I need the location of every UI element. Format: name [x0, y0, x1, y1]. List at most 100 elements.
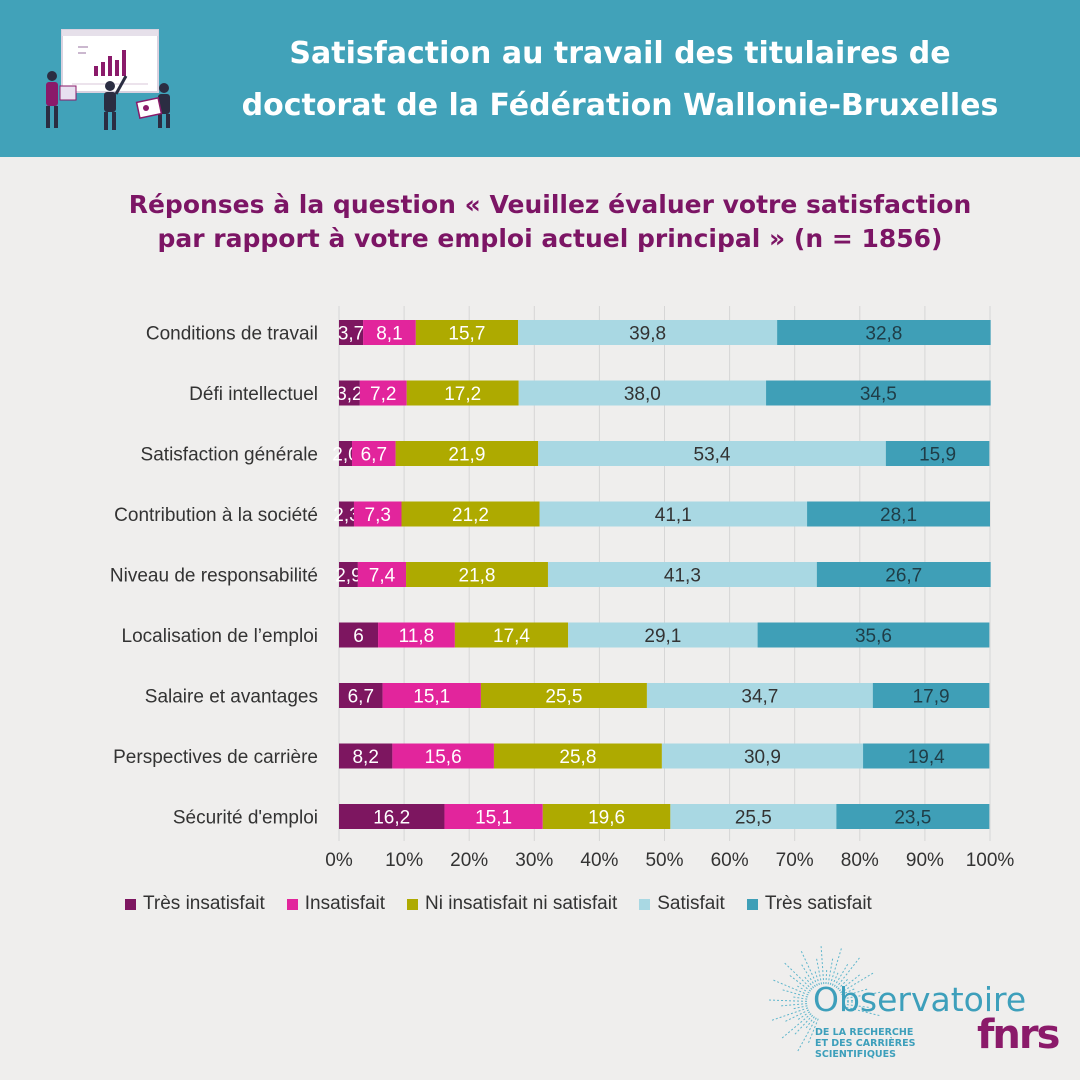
- bar-segment: [339, 743, 393, 769]
- bar-segment: [406, 380, 519, 406]
- data-label: 15,1: [413, 687, 450, 708]
- category-label: Conditions de travail: [146, 324, 318, 345]
- legend-item: Ni insatisfait ni satisfait: [407, 893, 617, 915]
- sunburst-ray: [831, 970, 840, 986]
- x-tick-label: 70%: [776, 850, 814, 871]
- data-label: 25,5: [735, 808, 772, 829]
- bar-segment: [757, 622, 990, 648]
- data-label: 19,4: [908, 747, 945, 768]
- category-label: Défi intellectuel: [189, 384, 318, 405]
- presentation-illustration-icon: [46, 29, 170, 130]
- bar-segment: [357, 562, 407, 587]
- x-tick-label: 50%: [645, 850, 683, 871]
- data-label: 17,2: [444, 384, 481, 405]
- logo-subtitle: DE LA RECHERCHE ET DES CARRIÈRES SCIENTI…: [815, 1027, 915, 1060]
- bar-segment: [339, 501, 354, 527]
- data-label: 2,3: [333, 505, 359, 526]
- page-title: Satisfaction au travail des titulaires d…: [200, 28, 1040, 132]
- sunburst-ray: [796, 1017, 817, 1053]
- bar-segment: [539, 501, 808, 527]
- sunburst-ray: [767, 999, 808, 1002]
- data-label: 6: [353, 626, 364, 647]
- data-label: 28,1: [880, 505, 917, 526]
- bar-segment: [661, 743, 864, 769]
- data-label: 38,0: [624, 384, 661, 405]
- bar-segment: [406, 562, 548, 587]
- bar-segment: [339, 804, 445, 829]
- sunburst-ray: [769, 1007, 809, 1022]
- bar-segment: [493, 743, 662, 769]
- chart-subtitle-line-1: Réponses à la question « Veuillez évalue…: [128, 190, 972, 219]
- legend-swatch: [407, 898, 419, 910]
- bar-segment: [885, 441, 990, 466]
- bar-segment: [363, 320, 416, 345]
- sunburst-ray: [815, 956, 823, 985]
- bar-segment: [807, 501, 990, 527]
- bar-segment: [401, 501, 540, 527]
- bar-segment: [339, 622, 379, 648]
- sunburst-ray: [793, 1014, 814, 1036]
- logo-wordmark: Observatoire: [813, 980, 1027, 1019]
- chart-subtitle: Réponses à la question « Veuillez évalue…: [70, 188, 1030, 256]
- data-label: 26,7: [885, 566, 922, 587]
- fnrs-logo: fnrs: [977, 1012, 1060, 1058]
- data-label: 21,2: [452, 505, 489, 526]
- data-label: 15,1: [475, 808, 512, 829]
- legend-swatch: [746, 898, 758, 910]
- data-label: 8,1: [376, 324, 402, 345]
- bar-segment: [480, 683, 647, 708]
- bar-segment: [670, 804, 837, 829]
- category-label: Contribution à la société: [114, 505, 318, 526]
- bar-segment: [382, 683, 481, 708]
- bar-segment: [415, 320, 519, 345]
- bar-segment: [816, 562, 991, 587]
- data-label: 19,6: [588, 808, 625, 829]
- logo-subtitle-line-3: SCIENTIFIQUES: [815, 1049, 896, 1060]
- sunburst-ray: [771, 978, 809, 996]
- data-label: 21,9: [448, 445, 485, 466]
- category-label: Perspectives de carrière: [113, 747, 318, 768]
- bar-segment: [339, 562, 358, 587]
- x-tick-label: 30%: [515, 850, 553, 871]
- sunburst-ray: [791, 1005, 808, 1010]
- sunburst-ray: [796, 1011, 811, 1021]
- x-tick-label: 80%: [841, 850, 879, 871]
- sunburst-ray: [804, 1016, 815, 1030]
- logo-subtitle-line-2: ET DES CARRIÈRES: [815, 1038, 916, 1049]
- data-label: 2,9: [335, 566, 361, 587]
- bar-segment: [359, 380, 407, 406]
- data-label: 25,5: [545, 687, 582, 708]
- legend-swatch: [125, 898, 136, 910]
- data-label: 53,4: [694, 445, 731, 466]
- sunburst-ray: [829, 946, 843, 985]
- data-label: 15,9: [919, 445, 956, 466]
- sunburst-ray: [803, 975, 815, 989]
- category-label: Localisation de l’emploi: [122, 626, 318, 647]
- legend-label: Ni insatisfait ni satisfait: [425, 893, 618, 914]
- sunburst-ray: [814, 969, 820, 986]
- bar-segment: [353, 501, 402, 527]
- data-label: 7,4: [369, 566, 396, 587]
- category-label: Salaire et avantages: [145, 687, 318, 708]
- bar-segment: [646, 683, 873, 708]
- bar-segment: [378, 622, 455, 648]
- legend-swatch: [286, 898, 298, 910]
- sunburst-ray: [800, 962, 816, 988]
- bar-segment: [339, 380, 360, 406]
- data-label: 8,2: [352, 747, 378, 768]
- header-banner: Satisfaction au travail des titulaires d…: [0, 0, 1080, 157]
- stacked-bar-chart: 0% 10% 20% 30% 40% 50% 60% 70% 80% 90% 100% Conditi…: [110, 306, 1014, 871]
- bar-segment: [444, 804, 543, 829]
- bar-segment: [392, 743, 494, 769]
- sunburst-ray: [782, 961, 813, 990]
- logo-subtitle-line-1: DE LA RECHERCHE: [815, 1027, 914, 1038]
- chart-legend: Très insatisfait Insatisfait Ni insatisfai…: [125, 893, 985, 915]
- sunburst-ray: [841, 987, 857, 996]
- legend-label: Très insatisfait: [143, 893, 265, 914]
- data-label: 30,9: [744, 747, 781, 768]
- sunburst-ray: [779, 1003, 808, 1007]
- bar-segment: [777, 320, 991, 345]
- sunburst-ray: [795, 984, 810, 994]
- bar-segment: [518, 320, 778, 345]
- chart-subtitle-line-2: par rapport à votre emploi actuel princi…: [157, 224, 943, 253]
